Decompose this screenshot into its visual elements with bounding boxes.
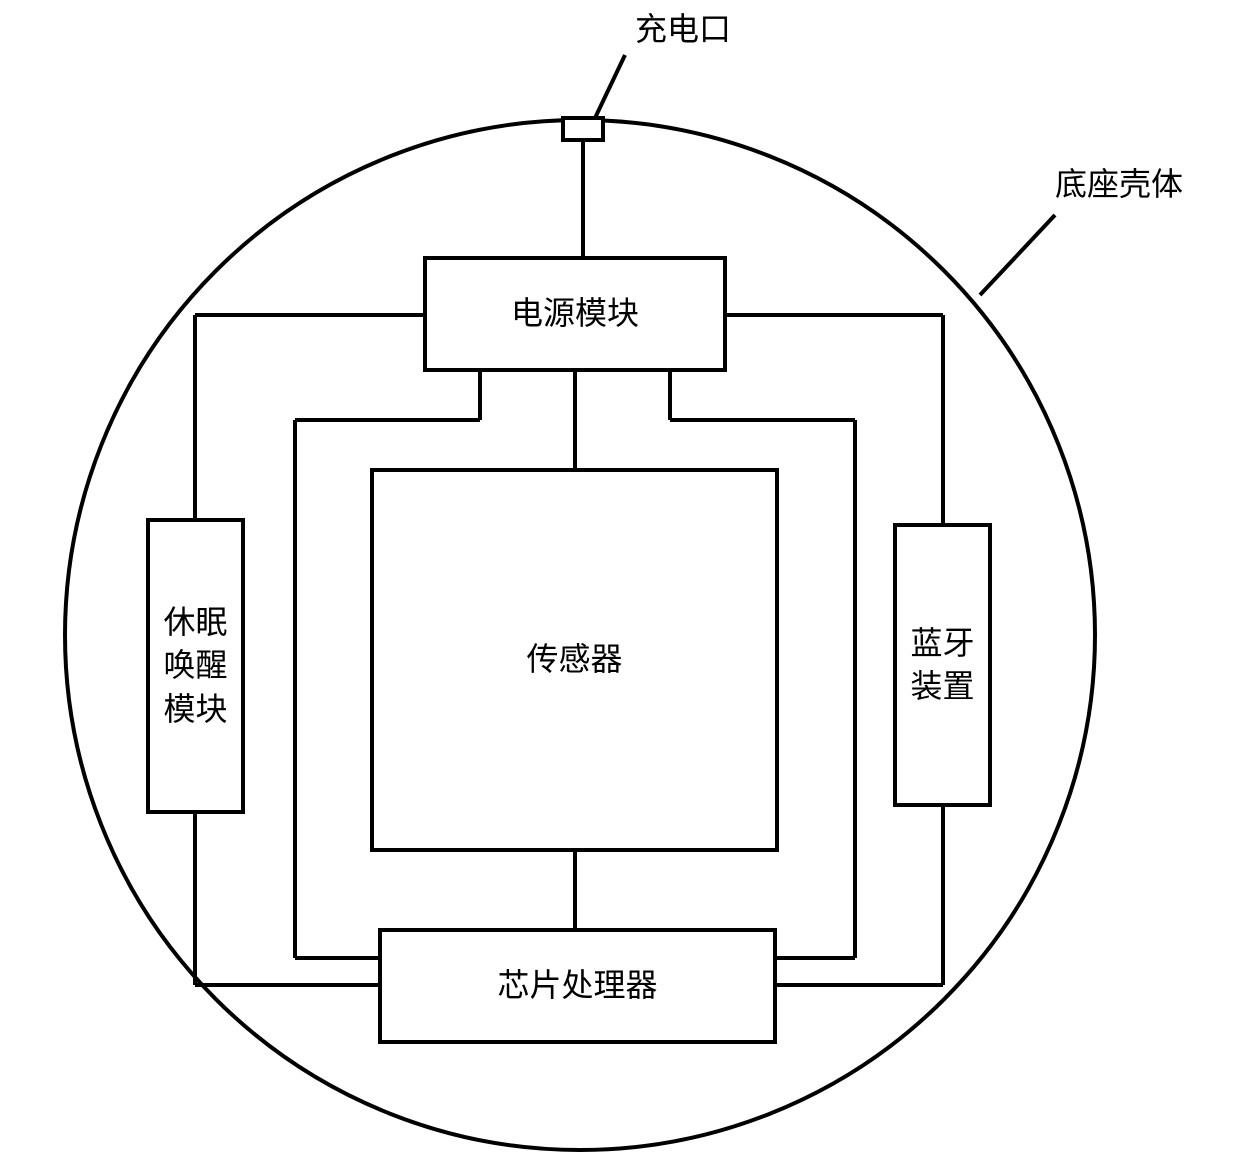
charging-port-label: 充电口 — [635, 10, 731, 48]
base-shell-label: 底座壳体 — [1055, 165, 1183, 203]
block-diagram: 充电口 底座壳体 电源模块 传感器 芯片处理器 休眠 唤醒 模块 蓝牙 装置 — [0, 0, 1240, 1163]
charging-port-slot — [563, 118, 603, 140]
bluetooth-label: 蓝牙 装置 — [895, 525, 990, 805]
sleep-wake-label: 休眠 唤醒 模块 — [148, 520, 243, 812]
power-module-label: 电源模块 — [425, 258, 725, 370]
chip-processor-label: 芯片处理器 — [380, 930, 775, 1042]
sensor-label: 传感器 — [372, 470, 777, 850]
